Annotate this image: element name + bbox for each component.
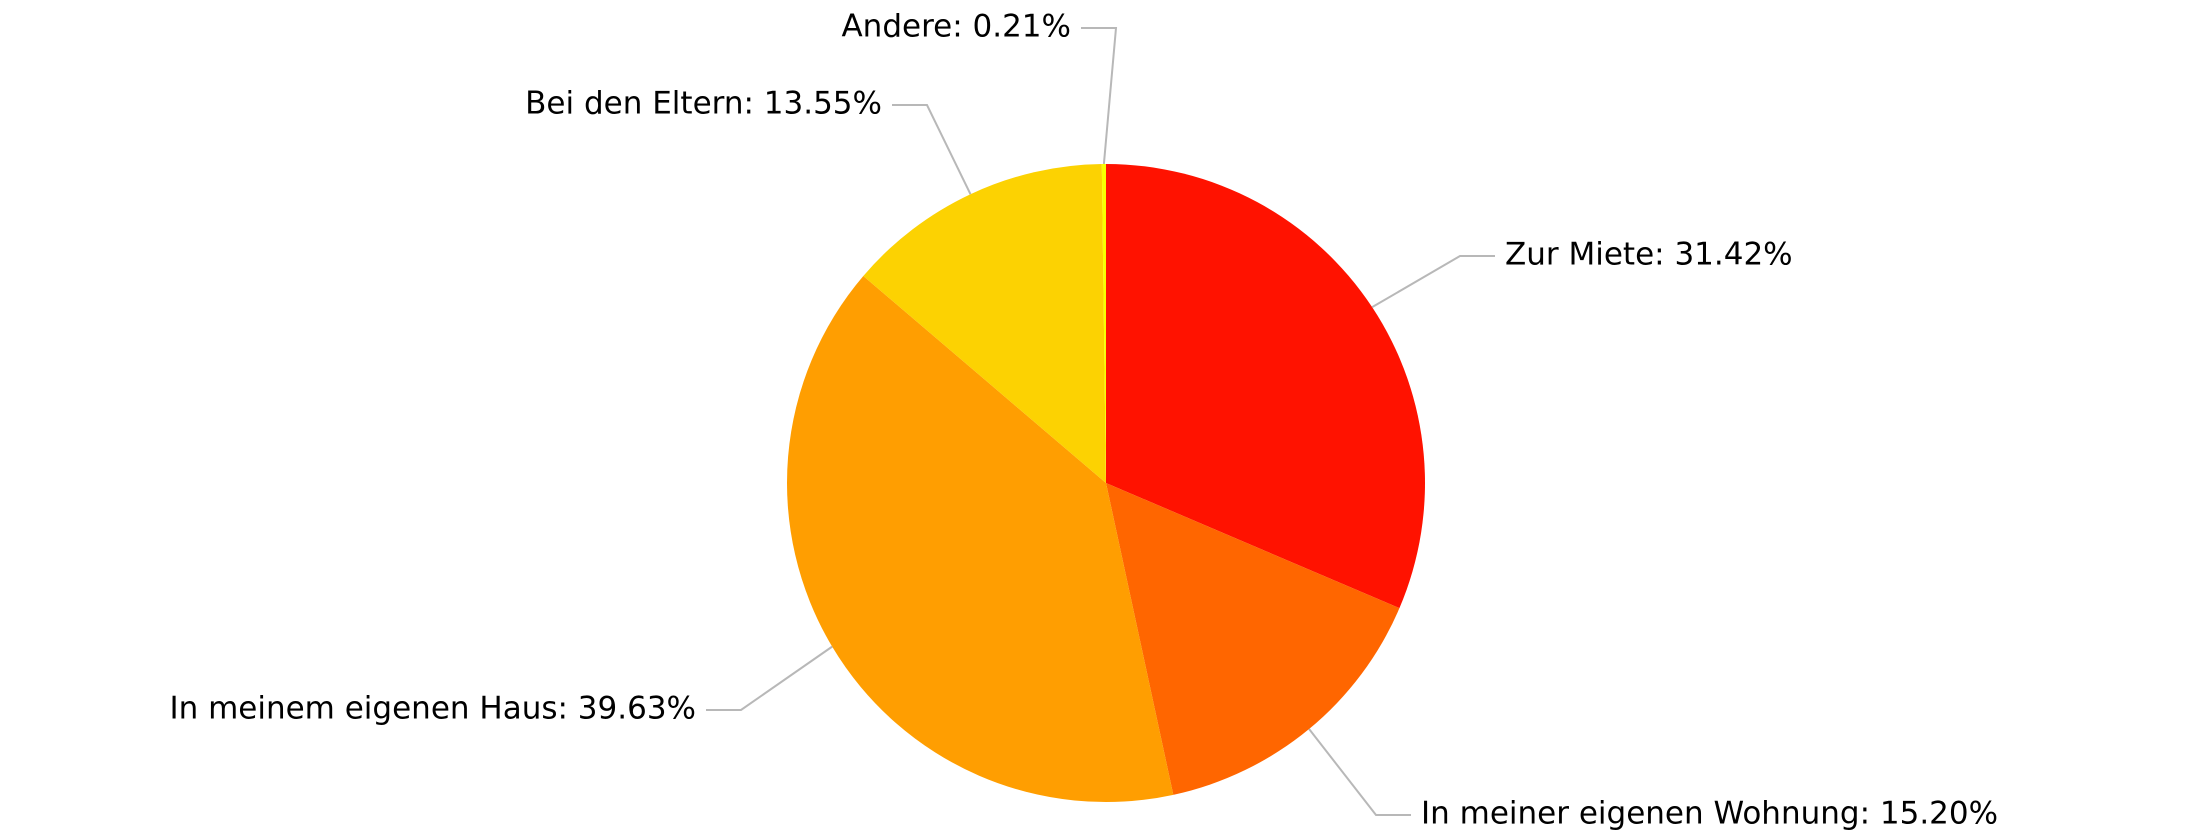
pie-slice <box>787 275 1174 803</box>
slice-label: In meiner eigenen Wohnung: 15.20% <box>1421 796 1998 832</box>
pie-slice <box>1106 483 1400 795</box>
pie-slice <box>1106 164 1425 609</box>
leader-line <box>706 645 833 711</box>
leader-line <box>1081 27 1118 165</box>
leader-line <box>892 104 972 195</box>
slice-label: In meinem eigenen Haus: 39.63% <box>169 691 696 727</box>
pie-slice <box>1101 164 1106 483</box>
slice-label: Andere: 0.21% <box>841 9 1071 45</box>
pie-slice <box>863 164 1106 483</box>
leader-line <box>1308 728 1411 816</box>
leader-line <box>1371 255 1495 309</box>
slice-label: Bei den Eltern: 13.55% <box>525 86 882 122</box>
slice-label: Zur Miete: 31.42% <box>1505 237 1793 273</box>
